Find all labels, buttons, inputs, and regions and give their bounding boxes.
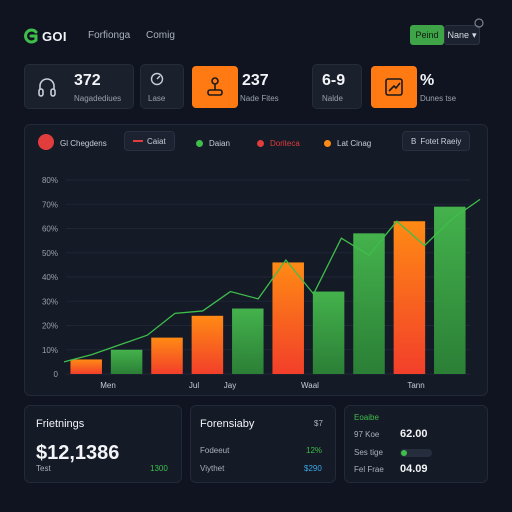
- joystick-icon: [207, 77, 223, 96]
- bar[interactable]: [191, 315, 224, 374]
- toggle-switch[interactable]: [400, 449, 432, 457]
- y-tick-label: 60%: [42, 225, 58, 234]
- bar[interactable]: [110, 349, 143, 374]
- y-tick-label: 40%: [42, 273, 58, 282]
- stat-value: %: [420, 72, 435, 89]
- account-dropdown[interactable]: Nane ▾: [444, 25, 480, 45]
- nav-item-forfionga[interactable]: Forfionga: [88, 30, 131, 41]
- dropdown-label: Nane: [447, 30, 469, 40]
- logo[interactable]: GOI: [22, 27, 67, 45]
- chevron-down-icon: ▾: [471, 29, 477, 40]
- legend-label: Daian: [209, 138, 230, 148]
- x-tick-label: Men: [100, 381, 116, 390]
- legend-item-daian[interactable]: Daian: [196, 134, 230, 152]
- y-tick-label: 10%: [42, 346, 58, 355]
- trend-icon: [385, 78, 403, 96]
- y-tick-label: 80%: [42, 176, 58, 185]
- nav-item-comig[interactable]: Comig: [146, 30, 175, 41]
- legend-label: Lat Cinag: [337, 138, 372, 148]
- logo-text: GOI: [42, 28, 67, 44]
- primary-button[interactable]: Peind: [410, 25, 444, 45]
- legend-item-doriteca[interactable]: Doriteca: [257, 134, 300, 152]
- card-header: Eoaibe: [354, 413, 379, 422]
- stat-label: Nade Fites: [240, 94, 279, 103]
- row-value: 62.00: [400, 428, 428, 440]
- forensiaby-card[interactable]: [190, 405, 336, 483]
- row-value: $290: [304, 464, 322, 473]
- card-subtext: Test: [36, 464, 51, 473]
- primary-button-label: Peind: [415, 30, 439, 40]
- headphones-icon: [25, 65, 69, 108]
- y-tick-label: 0: [54, 370, 59, 379]
- bar[interactable]: [393, 221, 426, 374]
- stat-value: 6-9: [322, 72, 346, 89]
- summary-card[interactable]: [344, 405, 488, 483]
- stat-card-nalde[interactable]: [312, 64, 362, 109]
- y-tick-label: 70%: [42, 200, 58, 209]
- legend-item-lat-cinag[interactable]: Lat Cinag: [324, 134, 371, 152]
- row-label: Fel Frae: [354, 465, 384, 474]
- bar[interactable]: [70, 359, 102, 374]
- stat-icon-orange: [371, 66, 417, 108]
- stat-value: 372: [74, 72, 101, 89]
- dot-icon: [257, 139, 264, 147]
- card-value: $12,1386: [36, 442, 120, 464]
- stat-card-nagadediues[interactable]: [24, 64, 134, 109]
- card-title: Frietnings: [36, 418, 85, 430]
- line-swatch-icon: [133, 140, 143, 142]
- row-label: Viythet: [200, 464, 225, 473]
- filter-icon: B: [411, 136, 417, 146]
- stat-value: 237: [242, 72, 269, 89]
- bar-chart: 0 10% 20% 30% 40% 50% 60% 70% 80% Men Jul Jay Waal Ta…: [42, 176, 481, 390]
- legend-label: Doriteca: [270, 138, 300, 148]
- x-tick-label: Jul: [189, 381, 199, 390]
- row-value: 04.09: [400, 463, 428, 475]
- stat-label: Nalde: [322, 94, 343, 103]
- chart-title: Gl Chegdens: [60, 138, 107, 148]
- logo-icon: [24, 28, 38, 44]
- top-bar: GOI Forfionga Comig Peind Nane ▾: [0, 0, 512, 64]
- stat-label: Lase: [148, 94, 166, 103]
- stat-label: Nagadediues: [74, 94, 122, 103]
- stat-icon-orange: [192, 66, 238, 108]
- bar[interactable]: [232, 308, 264, 374]
- y-tick-label: 50%: [42, 249, 58, 258]
- dot-icon: [324, 139, 331, 147]
- row-value: 12%: [306, 446, 323, 455]
- x-tick-label: Jay: [224, 381, 236, 390]
- card-title-value: $7: [314, 419, 323, 428]
- bar[interactable]: [434, 206, 466, 374]
- stat-label: Dunes tse: [420, 94, 457, 103]
- legend-item-caiat[interactable]: Caiat: [124, 131, 175, 151]
- legend-label: Caiat: [147, 136, 166, 146]
- app-icon: [38, 134, 54, 150]
- y-tick-label: 30%: [42, 297, 58, 306]
- bar[interactable]: [272, 262, 304, 374]
- row-label: 97 Koe: [354, 430, 380, 439]
- x-tick-label: Waal: [301, 381, 319, 390]
- row-label: Ses tige: [354, 448, 383, 457]
- earnings-card[interactable]: [24, 405, 182, 483]
- bar[interactable]: [353, 233, 385, 374]
- bar[interactable]: [312, 291, 345, 374]
- card-title: Forensiaby: [200, 418, 255, 430]
- row-label: Fodeeut: [200, 446, 230, 455]
- filter-button-label: Fotet Raeiy: [420, 136, 462, 146]
- bar[interactable]: [151, 337, 183, 374]
- trend-line: [63, 198, 481, 363]
- x-tick-label: Tann: [407, 381, 424, 390]
- gauge-icon: [150, 72, 164, 86]
- stat-card-lase[interactable]: [140, 64, 184, 109]
- filter-button[interactable]: B Fotet Raeiy: [402, 131, 471, 151]
- y-tick-label: 20%: [42, 322, 58, 331]
- close-icon[interactable]: [474, 18, 484, 28]
- toggle-knob: [401, 450, 407, 456]
- card-accent-value: 1300: [150, 464, 168, 473]
- dot-icon: [196, 139, 203, 147]
